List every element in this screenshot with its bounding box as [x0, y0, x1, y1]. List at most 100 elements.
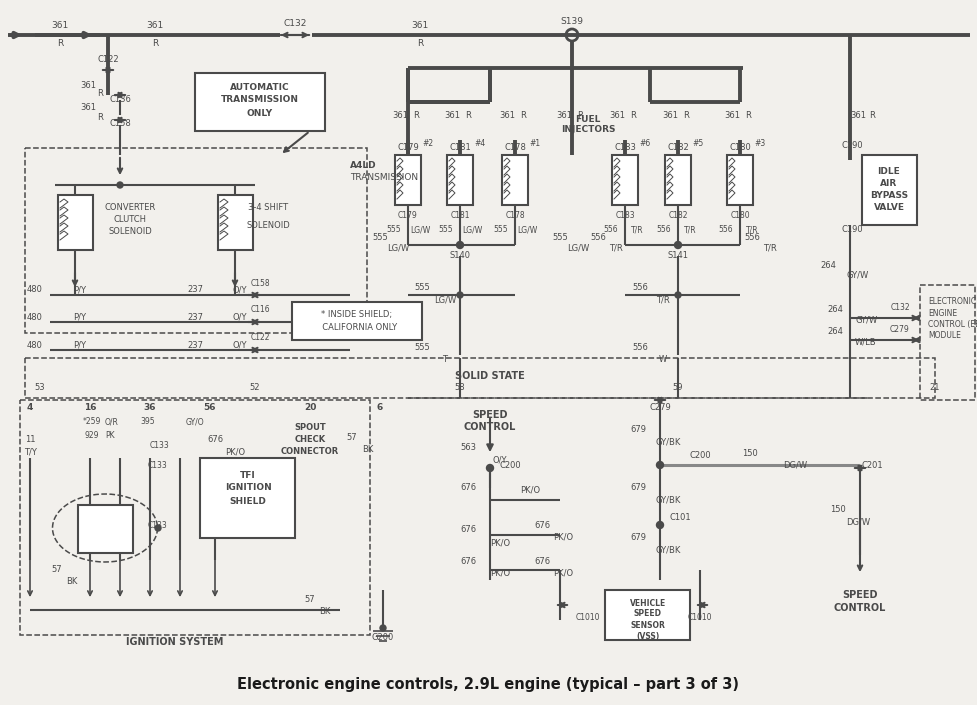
Text: TFI: TFI	[240, 470, 256, 479]
Bar	[58, 195, 93, 250]
Text: 361: 361	[147, 20, 163, 30]
Text: GY/BK: GY/BK	[656, 438, 681, 446]
Text: 555: 555	[387, 226, 402, 235]
Text: PK/O: PK/O	[520, 486, 540, 494]
Text: #1: #1	[530, 140, 540, 149]
Text: VALVE: VALVE	[873, 204, 905, 212]
Text: C183: C183	[615, 144, 636, 152]
Text: 555: 555	[414, 343, 430, 352]
Text: 555: 555	[439, 226, 453, 235]
Text: C136: C136	[109, 95, 131, 104]
Text: 361: 361	[392, 111, 408, 120]
Text: R: R	[413, 111, 419, 120]
Text: C122: C122	[97, 56, 119, 64]
Text: FUEL: FUEL	[575, 114, 601, 123]
Bar	[862, 155, 917, 225]
Text: T: T	[443, 355, 447, 364]
Text: 361: 361	[850, 111, 866, 120]
Circle shape	[657, 522, 663, 529]
Bar	[447, 155, 473, 205]
Bar	[195, 73, 325, 131]
Text: C132: C132	[890, 303, 910, 312]
Text: 676: 676	[534, 558, 550, 567]
Circle shape	[155, 525, 161, 531]
Circle shape	[117, 182, 123, 188]
Text: O/Y: O/Y	[233, 341, 247, 350]
Text: R: R	[465, 111, 471, 120]
Text: C116: C116	[250, 305, 270, 314]
Text: SOLID STATE: SOLID STATE	[455, 371, 525, 381]
Text: 556: 556	[632, 343, 648, 352]
Text: ELECTRONIC: ELECTRONIC	[928, 298, 976, 307]
Text: GY/BK: GY/BK	[656, 546, 681, 555]
Circle shape	[487, 465, 493, 472]
Text: R: R	[577, 111, 583, 120]
Text: LG/W: LG/W	[567, 243, 589, 252]
Text: C181: C181	[449, 144, 471, 152]
Text: O/Y: O/Y	[233, 286, 247, 295]
Text: 57: 57	[305, 596, 316, 604]
Text: 4: 4	[26, 403, 33, 412]
Circle shape	[674, 242, 682, 248]
Text: C1010: C1010	[688, 613, 712, 622]
Text: C178: C178	[505, 211, 525, 219]
Text: 3-4 SHIFT: 3-4 SHIFT	[248, 204, 288, 212]
Text: PK/O: PK/O	[553, 532, 573, 541]
Text: S140: S140	[449, 252, 471, 261]
Text: 52: 52	[250, 384, 260, 393]
Text: TRANSMISSION: TRANSMISSION	[221, 95, 299, 104]
Bar	[78, 505, 133, 553]
Text: T/Y: T/Y	[23, 448, 36, 457]
Text: GY/O: GY/O	[186, 417, 204, 427]
Text: C200: C200	[689, 450, 711, 460]
Bar	[605, 590, 690, 640]
Text: C158: C158	[250, 278, 270, 288]
Text: 555: 555	[552, 233, 568, 242]
Text: W: W	[658, 355, 667, 364]
Text: R: R	[97, 113, 103, 121]
Text: 556: 556	[604, 226, 618, 235]
Text: BYPASS: BYPASS	[870, 192, 908, 200]
Text: SPOUT: SPOUT	[294, 424, 326, 432]
Text: SPEED: SPEED	[842, 590, 877, 600]
Text: O/R: O/R	[106, 417, 119, 427]
Text: AUTOMATIC: AUTOMATIC	[231, 82, 290, 92]
Text: 36: 36	[144, 403, 156, 412]
Text: 361: 361	[556, 111, 572, 120]
Text: GY/BK: GY/BK	[656, 496, 681, 505]
Text: 361: 361	[80, 80, 96, 90]
Text: 679: 679	[630, 484, 646, 493]
Text: PK/O: PK/O	[489, 568, 510, 577]
Text: INJECTORS: INJECTORS	[561, 125, 616, 135]
Text: 237: 237	[187, 341, 203, 350]
Text: LG/W: LG/W	[517, 226, 537, 235]
Text: 361: 361	[609, 111, 625, 120]
Text: 556: 556	[744, 233, 760, 242]
Text: C1010: C1010	[575, 613, 600, 622]
Text: R: R	[520, 111, 526, 120]
Text: C133: C133	[149, 520, 168, 529]
Bar	[612, 155, 638, 205]
Bar	[20, 400, 370, 635]
Text: 150: 150	[830, 505, 846, 515]
Text: 6: 6	[377, 403, 383, 412]
Text: 676: 676	[460, 558, 476, 567]
Text: O/Y: O/Y	[233, 312, 247, 321]
Text: #4: #4	[475, 140, 486, 149]
Text: BK: BK	[362, 446, 373, 455]
Text: C133: C133	[150, 441, 170, 450]
Text: 361: 361	[444, 111, 460, 120]
Text: S139: S139	[561, 18, 583, 27]
Text: 480: 480	[27, 341, 43, 350]
Text: W/LB: W/LB	[855, 338, 876, 346]
Text: *259: *259	[83, 417, 102, 427]
Text: P/Y: P/Y	[73, 341, 87, 350]
Bar	[502, 155, 528, 205]
Text: SHIELD: SHIELD	[230, 496, 267, 505]
Text: C183: C183	[616, 211, 635, 219]
Bar	[200, 458, 295, 538]
Text: 58: 58	[454, 384, 465, 393]
Text: C279: C279	[649, 403, 671, 412]
Text: CONNECTOR: CONNECTOR	[280, 448, 339, 457]
Text: 676: 676	[460, 525, 476, 534]
